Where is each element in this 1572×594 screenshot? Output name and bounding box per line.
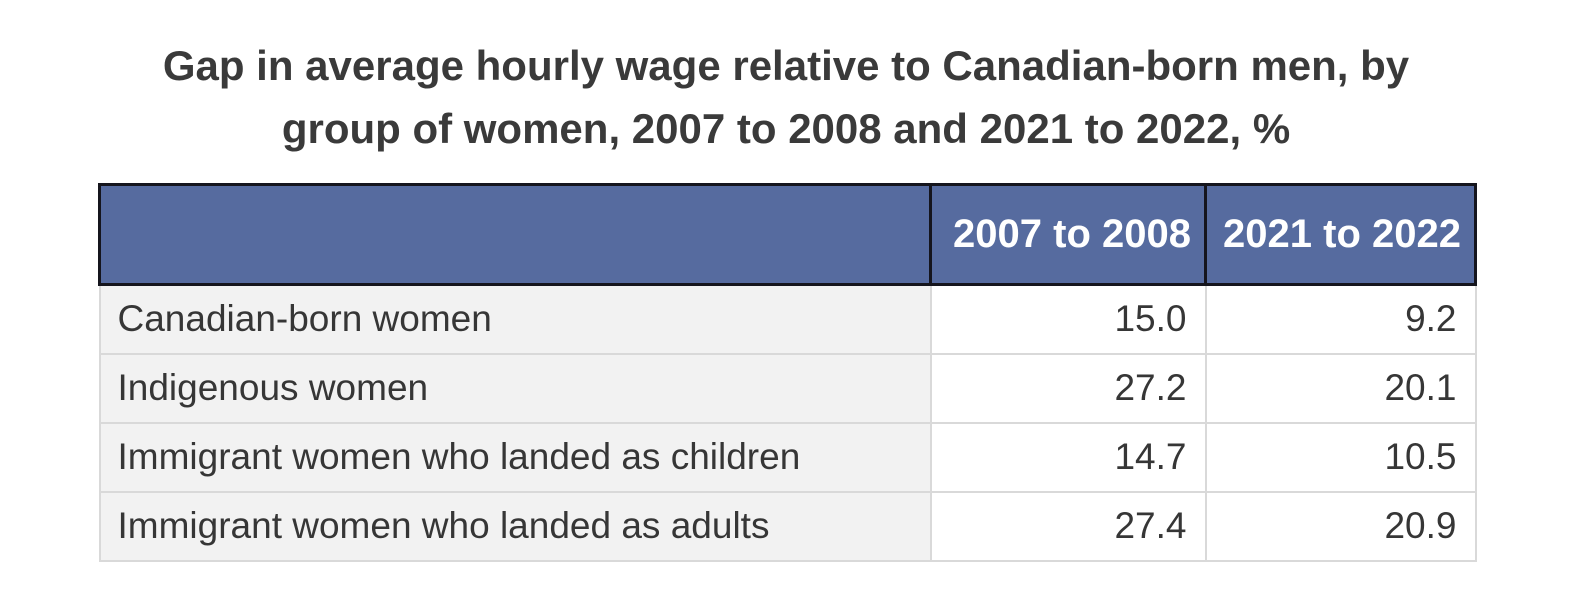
- table-row: Immigrant women who landed as children 1…: [98, 421, 1477, 493]
- row-value-2021-2022: 20.9: [1204, 490, 1477, 562]
- row-label: Indigenous women: [98, 352, 932, 424]
- row-value-2007-2008: 27.2: [929, 352, 1207, 424]
- table-body: Canadian-born women 15.0 9.2 Indigenous …: [98, 283, 1477, 562]
- table-row: Canadian-born women 15.0 9.2: [98, 283, 1477, 355]
- row-value-2007-2008: 27.4: [929, 490, 1207, 562]
- chart-title: Gap in average hourly wage relative to C…: [98, 0, 1474, 160]
- row-value-2007-2008: 14.7: [929, 421, 1207, 493]
- header-col-2007-2008: 2007 to 2008: [929, 183, 1207, 286]
- chart-title-line-1: Gap in average hourly wage relative to C…: [162, 42, 1410, 89]
- table-row: Immigrant women who landed as adults 27.…: [98, 490, 1477, 562]
- row-value-2021-2022: 10.5: [1204, 421, 1477, 493]
- row-value-2021-2022: 9.2: [1204, 283, 1477, 355]
- row-label: Immigrant women who landed as children: [98, 421, 932, 493]
- chart-title-line-2: group of women, 2007 to 2008 and 2021 to…: [281, 105, 1291, 152]
- table-row: Indigenous women 27.2 20.1: [98, 352, 1477, 424]
- infographic-container: Gap in average hourly wage relative to C…: [98, 0, 1477, 562]
- header-col-2021-2022: 2021 to 2022: [1204, 183, 1477, 286]
- wage-gap-table: 2007 to 2008 2021 to 2022 Canadian-born …: [98, 183, 1477, 562]
- table-header: 2007 to 2008 2021 to 2022: [98, 183, 1477, 286]
- header-empty-cell: [98, 183, 932, 286]
- header-row: 2007 to 2008 2021 to 2022: [98, 183, 1477, 286]
- row-label: Immigrant women who landed as adults: [98, 490, 932, 562]
- row-value-2007-2008: 15.0: [929, 283, 1207, 355]
- row-value-2021-2022: 20.1: [1204, 352, 1477, 424]
- row-label: Canadian-born women: [98, 283, 932, 355]
